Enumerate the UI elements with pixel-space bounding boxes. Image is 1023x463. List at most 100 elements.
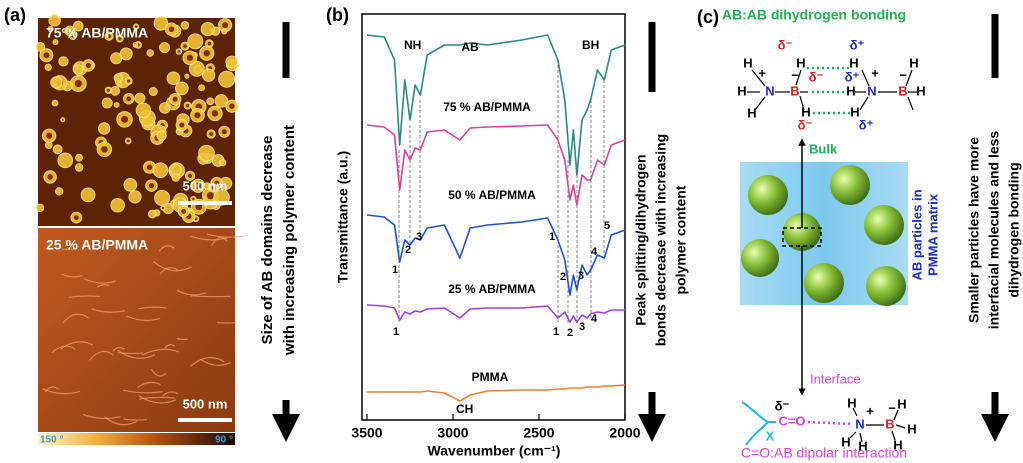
atom-label: H [858, 438, 867, 453]
afm-domain [113, 73, 123, 83]
atom-label: H [897, 396, 906, 411]
afm-ridge [117, 349, 155, 359]
afm-domain [171, 173, 181, 182]
atom-label: H [846, 83, 855, 98]
arrow-text: polymer content [673, 185, 689, 294]
interface-label: Interface [810, 371, 861, 386]
afm-domain [123, 177, 138, 192]
atom-label: B [790, 83, 799, 98]
atom-label: B [898, 83, 907, 98]
particle [866, 266, 906, 306]
atom-label: H [841, 434, 850, 449]
afm-domain [47, 174, 53, 180]
afm-domain [118, 37, 122, 41]
afm-domain [107, 34, 111, 38]
afm-domain [194, 112, 201, 119]
afm-ridge [137, 381, 161, 389]
afm-ridge [60, 341, 94, 350]
afm-domain [206, 192, 215, 200]
afm-domain [50, 76, 63, 89]
afm-domain [221, 28, 228, 35]
afm-domain [44, 63, 52, 71]
afm-domain [110, 197, 125, 213]
afm-domain [211, 185, 216, 190]
afm-ridge [206, 233, 246, 238]
particle [741, 239, 779, 277]
spectrum-line [367, 384, 626, 402]
atom-label: B [885, 416, 894, 431]
afm-domain [218, 70, 236, 88]
afm-ridge [89, 350, 114, 361]
afm-domain [101, 97, 113, 109]
afm-ridge [139, 396, 175, 400]
afm-domain [221, 129, 227, 135]
afm-domain [51, 99, 59, 107]
afm-domain [73, 215, 79, 221]
peak-label: 1 [392, 264, 398, 276]
bonds [849, 407, 906, 443]
afm-ridge [176, 289, 206, 296]
plot-area: 3500 3000 2500 2000 AB 75 % AB/PMMA 50 % AB/PM… [351, 34, 641, 441]
atom-label: − [888, 400, 896, 415]
particle [830, 165, 870, 205]
afm-ridge [138, 395, 177, 404]
afm-ridge [162, 391, 179, 397]
series-label: 75 % AB/PMMA [443, 100, 531, 114]
afm-domain [98, 122, 111, 135]
afm-domain [74, 163, 84, 172]
afm-domain [58, 56, 69, 67]
colorbar [38, 433, 235, 445]
afm-domain [168, 26, 175, 33]
spectrum-line [366, 124, 626, 206]
afm-domain [154, 189, 171, 206]
atom-label: H [893, 437, 902, 452]
afm-domain [46, 132, 53, 139]
afm-ridge [123, 418, 148, 421]
colorbar-label: 90 ° [215, 435, 233, 446]
peak-label: 2 [560, 271, 566, 283]
afm-ridge [153, 261, 192, 272]
afm-domain [156, 130, 167, 141]
afm-texture [42, 233, 246, 426]
afm-domain [132, 41, 139, 48]
afm-domain [207, 41, 212, 46]
atom-label: H [747, 105, 756, 120]
afm-domain [153, 15, 169, 31]
atom-label: δ⁻ [809, 69, 824, 84]
x-tick-label: 3500 [351, 425, 382, 441]
atom-label: C=O [778, 413, 805, 428]
afm-domain [106, 88, 110, 92]
atom-label: δ⁺ [850, 37, 865, 52]
afm-domain [113, 102, 120, 108]
peak-labels: 1 2 3 1 2 3 4 5 1 1 2 3 4 [392, 220, 610, 339]
afm-domain [35, 203, 45, 213]
atom-label: H [909, 55, 918, 70]
atom-label: H [850, 104, 859, 119]
afm-domain [179, 122, 185, 128]
afm-domain [80, 187, 96, 203]
afm-texture [35, 14, 239, 224]
afm-domain [134, 25, 138, 28]
afm-domain [43, 52, 50, 59]
panel-a: (a) 75 % AB/PMMA 500 nm 25 % AB/PMMA 500… [4, 5, 300, 446]
atom-label: − [791, 67, 799, 82]
atom-label: H [847, 395, 856, 410]
afm-domain [225, 55, 239, 69]
afm-domain [75, 153, 83, 162]
afm-domain [128, 190, 142, 204]
afm-ridge [112, 346, 125, 352]
peak-label: 2 [405, 244, 411, 256]
afm-domain [198, 144, 215, 162]
atom-label: N [765, 83, 774, 98]
arrow-text: dihydrogen bonding [1006, 162, 1022, 297]
colorbar-label: 150 ° [40, 435, 63, 446]
atom-label: H [743, 55, 752, 70]
arrow-text: with increasing polymer content [281, 125, 298, 356]
afm-ridge [42, 388, 81, 395]
afm-domain [192, 197, 195, 201]
atom-label: + [758, 65, 766, 80]
afm-domain [57, 152, 74, 169]
afm-ridge [211, 236, 228, 247]
atom-label: δ⁺ [845, 69, 860, 84]
